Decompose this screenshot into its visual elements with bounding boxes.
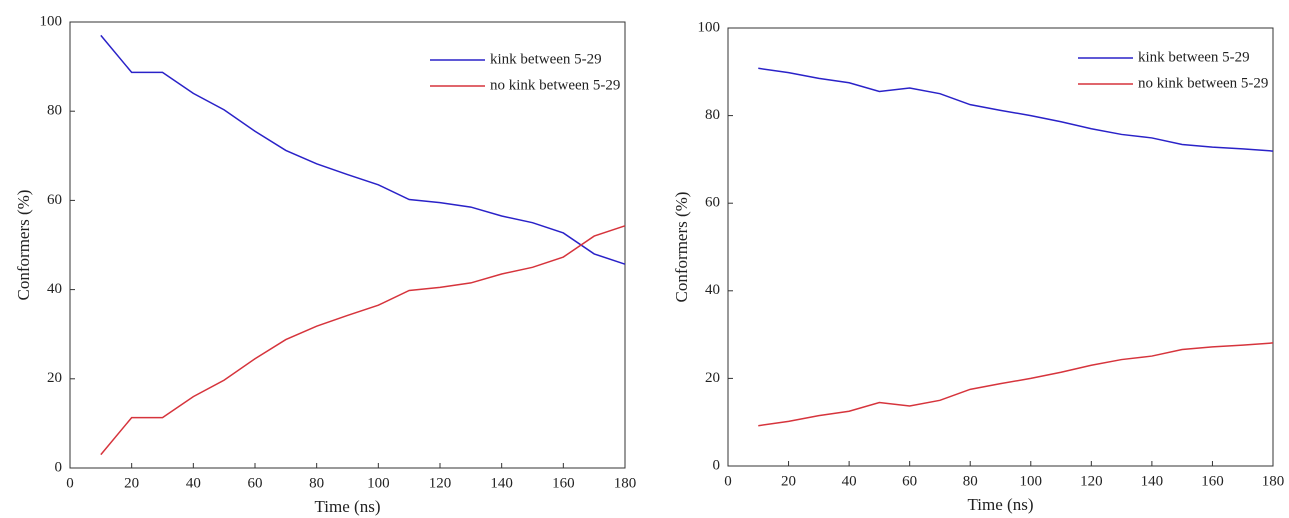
y-tick-label: 40 [705, 282, 720, 298]
legend-label: kink between 5-29 [1138, 49, 1250, 65]
x-tick-label: 80 [309, 475, 324, 491]
plot-frame [727, 27, 1274, 467]
x-tick-label: 140 [490, 475, 513, 491]
x-axis-label: Time (ns) [315, 497, 381, 516]
series-line [758, 67, 1274, 152]
x-tick-label: 20 [781, 473, 796, 489]
y-axis-label: Conformers (%) [14, 190, 33, 301]
x-tick-label: 60 [248, 475, 263, 491]
series-line [758, 342, 1274, 427]
y-axis-label: Conformers (%) [672, 192, 691, 303]
y-tick-label: 60 [47, 192, 62, 208]
x-tick-label: 0 [724, 473, 732, 489]
y-tick-label: 0 [713, 457, 721, 473]
y-tick-label: 20 [705, 370, 720, 386]
x-tick-label: 0 [66, 475, 74, 491]
x-tick-label: 180 [614, 475, 637, 491]
x-tick-label: 40 [842, 473, 857, 489]
x-tick-label: 100 [1020, 473, 1043, 489]
y-tick-label: 80 [705, 107, 720, 123]
series-line [100, 225, 626, 456]
x-tick-label: 160 [1201, 473, 1224, 489]
legend-label: no kink between 5-29 [1138, 75, 1268, 91]
y-tick-label: 40 [47, 281, 62, 297]
x-tick-label: 80 [963, 473, 978, 489]
y-tick-label: 20 [47, 370, 62, 386]
x-tick-label: 180 [1262, 473, 1285, 489]
x-tick-label: 100 [367, 475, 390, 491]
y-tick-label: 100 [698, 19, 721, 35]
x-tick-label: 120 [1080, 473, 1103, 489]
x-tick-label: 140 [1141, 473, 1164, 489]
x-tick-label: 120 [429, 475, 452, 491]
y-tick-label: 60 [705, 195, 720, 211]
x-tick-label: 20 [124, 475, 139, 491]
y-tick-label: 0 [55, 459, 63, 475]
series-line [100, 34, 626, 265]
y-tick-label: 100 [40, 13, 63, 29]
y-tick-label: 80 [47, 103, 62, 119]
legend-label: no kink between 5-29 [490, 77, 620, 93]
x-tick-label: 60 [902, 473, 917, 489]
x-tick-label: 160 [552, 475, 575, 491]
x-tick-label: 40 [186, 475, 201, 491]
plot-frame [69, 21, 626, 469]
x-axis-label: Time (ns) [968, 495, 1034, 514]
legend-label: kink between 5-29 [490, 51, 602, 67]
